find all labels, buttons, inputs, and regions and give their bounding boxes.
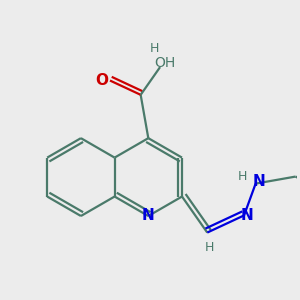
- Text: H: H: [149, 42, 159, 55]
- Text: H: H: [238, 170, 248, 183]
- Text: N: N: [142, 208, 155, 224]
- Text: H: H: [204, 241, 214, 254]
- Text: N: N: [253, 174, 266, 189]
- Text: O: O: [95, 73, 108, 88]
- Text: OH: OH: [154, 56, 176, 70]
- Text: N: N: [240, 208, 253, 223]
